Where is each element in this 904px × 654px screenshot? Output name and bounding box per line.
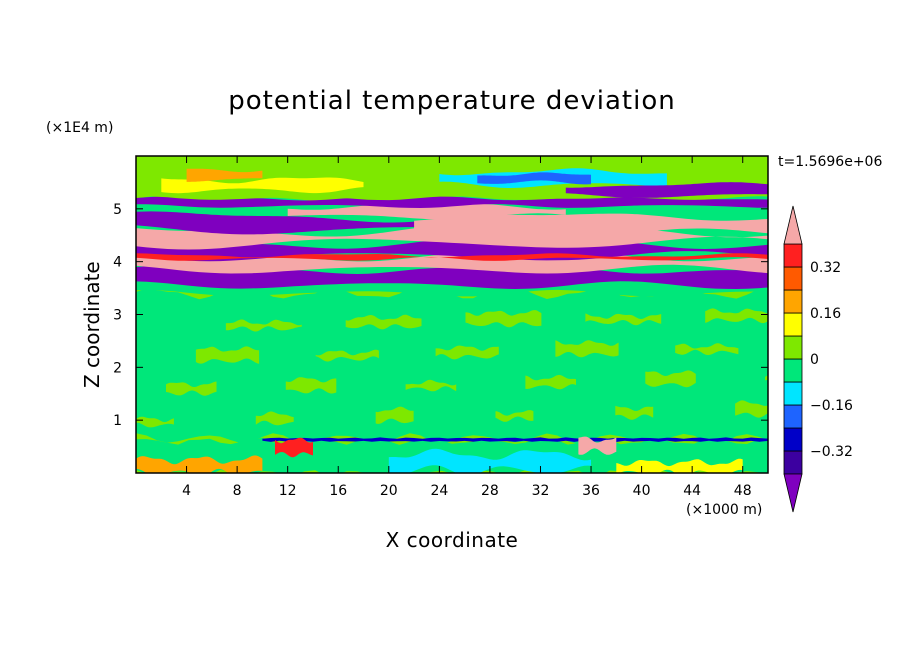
field-mid-patch: [435, 345, 499, 360]
field-low-yellow: [616, 458, 743, 473]
field-thin-layer: [262, 437, 768, 442]
y-tick-label: 5: [113, 202, 122, 218]
colorbar-segment: [783, 427, 803, 452]
colorbar-tick-label: 0.32: [810, 260, 841, 276]
field-mid-patch: [705, 308, 768, 324]
x-tick-label: 48: [734, 483, 752, 499]
field-top-blue: [477, 172, 591, 185]
chart-title: potential temperature deviation: [228, 86, 676, 116]
y-tick-label: 3: [113, 308, 122, 324]
colorbar-tick-label: 0.16: [810, 306, 841, 322]
field-mid-patch: [136, 416, 174, 428]
field-mid-patch: [585, 313, 662, 326]
x-tick-label: 12: [279, 483, 297, 499]
field-mid-patch: [735, 400, 768, 418]
colorbar-upper-extension: [783, 205, 803, 245]
field-mid-patch: [255, 411, 294, 426]
colorbar-tick-label: −0.16: [810, 398, 853, 414]
colorbar-segment: [783, 289, 803, 314]
x-tick-label: 40: [633, 483, 651, 499]
field-mid-patch: [405, 379, 457, 392]
colorbar-segment: [783, 266, 803, 291]
field-mid-band: [136, 287, 768, 445]
colorbar-segment: [783, 450, 803, 475]
field-mid-patch: [345, 314, 422, 330]
time-label: t=1.5696e+06: [778, 154, 883, 170]
colorbar-segment: [783, 312, 803, 337]
x-tick-label: 4: [182, 483, 191, 499]
field-cold-layer-3: [136, 211, 440, 235]
field-mid-patch: [525, 374, 576, 390]
field-mid-patch: [375, 406, 414, 424]
y-tick-label: 4: [113, 255, 122, 271]
y-tick-label: 2: [113, 360, 122, 376]
field-top-orange: [186, 168, 263, 182]
x-axis-label: X coordinate: [0, 528, 904, 552]
x-tick-label: 32: [532, 483, 550, 499]
contour-field: [136, 156, 768, 473]
field-mid-patch: [615, 405, 654, 420]
field-warm-layer-3: [414, 213, 768, 237]
field-top-yellow: [161, 177, 364, 194]
field-mid-patch: [285, 377, 337, 394]
x-tick-label: 28: [481, 483, 499, 499]
colorbar-segment: [783, 358, 803, 383]
x-tick-label: 44: [683, 483, 701, 499]
field-mid-patch: [315, 349, 379, 362]
field-mid-patch: [166, 381, 217, 396]
field-low-warm: [578, 436, 617, 455]
field-mid-patch: [465, 310, 542, 328]
y-tick-label: 1: [113, 413, 122, 429]
colorbar-segment: [783, 381, 803, 406]
colorbar-lower-extension: [783, 473, 803, 513]
field-mid-patch: [645, 370, 696, 388]
field-mid-patch: [225, 319, 302, 332]
x-tick-label: 20: [380, 483, 398, 499]
field-top-purple: [565, 182, 768, 198]
x-tick-label: 36: [582, 483, 600, 499]
x-tick-label: 24: [430, 483, 448, 499]
field-warm-layer-4: [287, 203, 566, 220]
colorbar-tick-label: −0.32: [810, 444, 853, 460]
field-mid-patch: [675, 343, 739, 356]
x-tick-label: 16: [329, 483, 347, 499]
field-cold-layer-4: [136, 196, 768, 208]
x-ticks: 4 8 12 16 20 24 28 32 36 40 44 48: [182, 156, 752, 499]
colorbar-segment: [783, 243, 803, 268]
x-tick-label: 8: [233, 483, 242, 499]
field-mid-patch: [555, 340, 619, 358]
colorbar-segment: [783, 404, 803, 429]
colorbar-segment: [783, 335, 803, 360]
y-unit-label: (×1E4 m): [46, 120, 114, 136]
x-axis-label-text: X coordinate: [385, 528, 519, 552]
y-ticks: 1 2 3 4 5: [113, 202, 768, 429]
field-low-orange: [136, 455, 263, 473]
x-unit-label: (×1000 m): [686, 502, 763, 518]
field-mid-patch: [495, 410, 534, 422]
field-red-edge: [136, 253, 768, 261]
field-low-red: [275, 437, 313, 458]
field-mid-patch: [195, 346, 260, 364]
field-cold-layer-1: [136, 265, 768, 289]
colorbar: 0.32 0.16 0 −0.16 −0.32: [783, 205, 853, 513]
colorbar-tick-label: 0: [810, 352, 819, 368]
